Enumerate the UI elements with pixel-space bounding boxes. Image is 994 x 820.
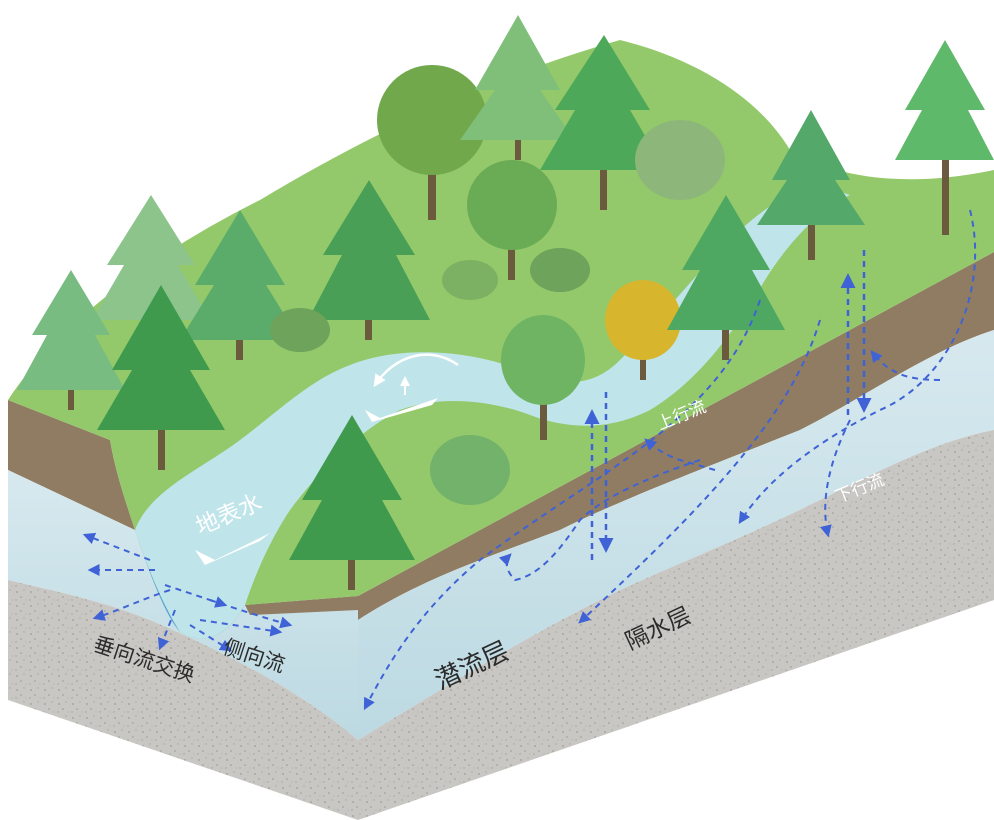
eddy-arrow	[373, 353, 459, 388]
hyporheic-layer-right	[358, 330, 994, 740]
tree	[757, 110, 865, 260]
flow-arrow	[82, 532, 151, 561]
aquitard-layer-left	[8, 580, 358, 820]
tree	[430, 435, 510, 505]
river-channel	[135, 185, 850, 639]
hyporheic-flow-path	[363, 299, 761, 711]
flow-arrow	[209, 599, 293, 629]
hyporheic-flow-path	[738, 209, 977, 525]
tree	[377, 65, 487, 220]
tree	[467, 160, 557, 280]
tree	[540, 35, 665, 210]
tree	[605, 280, 681, 380]
tree	[17, 270, 125, 410]
tree	[308, 180, 430, 340]
aquitard-layer-right	[358, 430, 994, 820]
hyporheic-flow-path	[820, 419, 851, 538]
tree	[895, 40, 994, 235]
soil-layer-left	[8, 400, 135, 530]
hyporheic-flow-path	[870, 350, 941, 381]
bank-soil	[245, 596, 358, 615]
tree	[501, 315, 585, 440]
soil-layer-right	[358, 252, 994, 620]
tree	[667, 195, 785, 360]
tree	[289, 415, 415, 590]
flow-arrow	[189, 624, 233, 652]
hyporheic-flow-path	[644, 438, 716, 471]
shrub	[270, 120, 725, 352]
tree	[180, 210, 300, 360]
trees	[17, 15, 994, 590]
hyporheic-flow-path	[498, 459, 701, 582]
tree	[97, 285, 225, 470]
flow-arrow	[199, 619, 283, 637]
surface-flow-arrow-upper	[365, 398, 438, 422]
tree	[460, 15, 575, 160]
flow-arrow	[157, 609, 176, 651]
surface-flow-arrows	[195, 353, 459, 565]
flow-arrows	[82, 209, 977, 711]
